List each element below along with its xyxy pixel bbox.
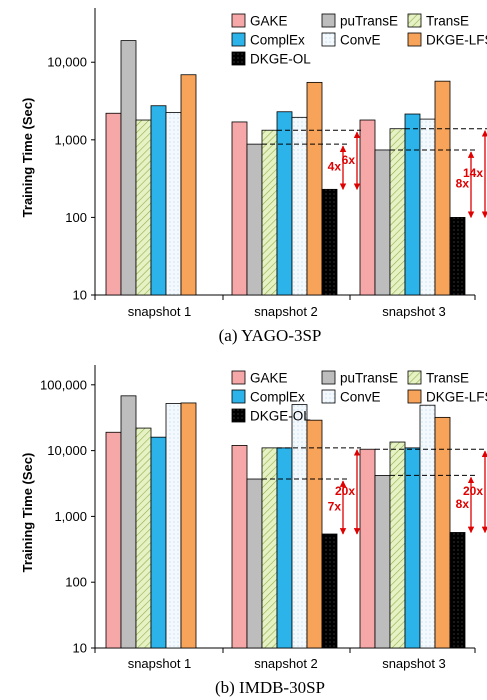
bar-conve-snapshot-2 [291, 404, 308, 649]
y-tick-label: 10 [73, 641, 87, 656]
chart-caption: (b) IMDB-30SP [215, 678, 325, 697]
bar-dkge-ol-snapshot-2 [321, 188, 338, 296]
bar-complex-snapshot-2 [276, 111, 293, 296]
x-tick-label: snapshot 2 [254, 304, 318, 319]
chart-yago-3sp: 10 100 1,000 10,000 Training Time (Sec) snaps… [20, 8, 487, 345]
legend-swatch-putranse [321, 370, 336, 385]
speedup-label: 4x [328, 160, 342, 174]
bar-putranse-snapshot-3 [374, 149, 391, 296]
legend-label-putranse: puTransE [340, 371, 398, 386]
legend-label-transe: TransE [426, 14, 469, 29]
y-tick-label: 100,000 [40, 377, 87, 392]
legend-swatch-gake [231, 13, 246, 28]
legend-swatch-dkge-lfs [407, 32, 422, 47]
y-tick-label: 10,000 [47, 55, 87, 70]
speedup-label: 14x [463, 166, 483, 180]
x-tick-label: snapshot 1 [128, 656, 192, 671]
legend-label-conve: ConvE [340, 390, 381, 405]
bar-dkge-ol-snapshot-3 [449, 217, 466, 296]
bar-gake-snapshot-1 [105, 431, 122, 649]
bar-transe-snapshot-3 [389, 441, 406, 649]
legend-swatch-transe [407, 370, 422, 385]
x-tick-label: snapshot 2 [254, 656, 318, 671]
bar-complex-snapshot-1 [150, 105, 167, 296]
bar-putranse-snapshot-1 [120, 40, 137, 296]
speedup-label: 6x [342, 153, 356, 167]
legend-swatch-complex [231, 389, 246, 404]
legend-label-dkge-ol: DKGE-OL [250, 409, 311, 424]
legend-label-dkge-lfs: DKGE-LFS [426, 390, 487, 405]
bar-dkge-lfs-snapshot-3 [434, 416, 451, 649]
legend-label-gake: GAKE [250, 14, 288, 29]
y-axis-label: Training Time (Sec) [20, 98, 35, 218]
legend-label-dkge-ol: DKGE-OL [250, 52, 311, 67]
speedup-label: 20x [463, 484, 483, 498]
bar-gake-snapshot-2 [231, 444, 248, 649]
bar-conve-snapshot-3 [419, 118, 436, 296]
bar-transe-snapshot-2 [261, 129, 278, 296]
legend-label-complex: ComplEx [250, 390, 305, 405]
x-tick-label: snapshot 3 [382, 304, 446, 319]
y-tick-label: 10 [73, 288, 87, 303]
speedup-label: 7x [328, 500, 342, 514]
legend-swatch-putranse [321, 13, 336, 28]
legend-label-transe: TransE [426, 371, 469, 386]
y-tick-label: 100 [65, 210, 87, 225]
bar-gake-snapshot-2 [231, 121, 248, 296]
bar-complex-snapshot-3 [404, 447, 421, 649]
bar-complex-snapshot-2 [276, 447, 293, 649]
legend-swatch-transe [407, 13, 422, 28]
legend-label-dkge-lfs: DKGE-LFS [426, 33, 487, 48]
x-tick-label: snapshot 3 [382, 656, 446, 671]
legend-label-complex: ComplEx [250, 33, 305, 48]
legend-swatch-dkge-ol [231, 51, 246, 66]
legend-label-gake: GAKE [250, 371, 288, 386]
speedup-label: 8x [456, 497, 470, 511]
bar-transe-snapshot-1 [135, 119, 152, 296]
legend-swatch-conve [321, 389, 336, 404]
bar-transe-snapshot-1 [135, 427, 152, 649]
bar-transe-snapshot-2 [261, 447, 278, 649]
bar-complex-snapshot-1 [150, 436, 167, 649]
legend-swatch-conve [321, 32, 336, 47]
bar-gake-snapshot-1 [105, 112, 122, 296]
bar-dkge-lfs-snapshot-1 [180, 402, 197, 649]
bar-gake-snapshot-3 [359, 448, 376, 649]
legend-label-conve: ConvE [340, 33, 381, 48]
bar-dkge-lfs-snapshot-3 [434, 80, 451, 296]
chart-imdb-30sp: 10 100 1,000 10,000 100,000 Training Time (Se… [20, 365, 487, 697]
y-tick-label: 1,000 [54, 509, 87, 524]
bar-dkge-lfs-snapshot-2 [306, 81, 323, 296]
legend-swatch-dkge-ol [231, 408, 246, 423]
bar-putranse-snapshot-1 [120, 395, 137, 649]
bar-dkge-lfs-snapshot-1 [180, 74, 197, 296]
y-tick-label: 1,000 [54, 132, 87, 147]
legend-label-putranse: puTransE [340, 14, 398, 29]
bar-putranse-snapshot-2 [246, 478, 263, 649]
legend-swatch-gake [231, 370, 246, 385]
bar-transe-snapshot-3 [389, 128, 406, 296]
bar-dkge-lfs-snapshot-2 [306, 419, 323, 649]
speedup-label: 20x [335, 484, 355, 498]
bar-dkge-ol-snapshot-3 [449, 532, 466, 649]
bar-putranse-snapshot-2 [246, 143, 263, 296]
y-axis-label: Training Time (Sec) [20, 453, 35, 573]
speedup-label: 8x [456, 177, 470, 191]
bar-putranse-snapshot-3 [374, 474, 391, 649]
y-tick-label: 10,000 [47, 443, 87, 458]
legend-swatch-dkge-lfs [407, 389, 422, 404]
bar-dkge-ol-snapshot-2 [321, 533, 338, 649]
x-tick-label: snapshot 1 [128, 304, 192, 319]
bar-conve-snapshot-3 [419, 404, 436, 649]
bar-conve-snapshot-1 [165, 403, 182, 649]
bar-gake-snapshot-3 [359, 119, 376, 296]
bar-conve-snapshot-1 [165, 112, 182, 296]
bar-complex-snapshot-3 [404, 113, 421, 296]
chart-caption: (a) YAGO-3SP [219, 326, 322, 345]
legend-swatch-complex [231, 32, 246, 47]
y-tick-label: 100 [65, 575, 87, 590]
